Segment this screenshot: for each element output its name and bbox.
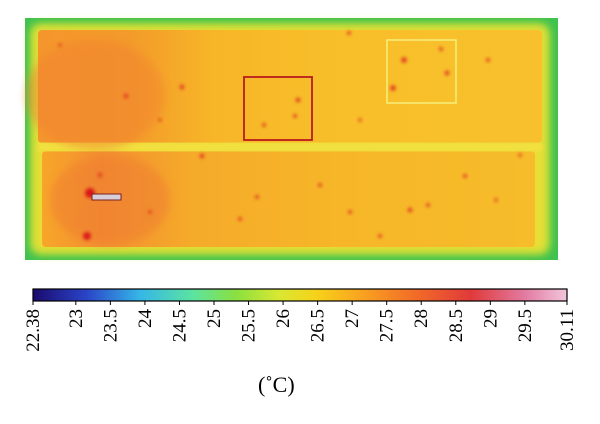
- colorbar-tick-label: 27.5: [377, 309, 398, 342]
- top-panel: [38, 30, 542, 143]
- colorbar-tick-label: 30.11: [557, 309, 578, 351]
- colorbar-tick-label: 27: [342, 309, 363, 328]
- colorbar-unit-label: (˚C): [258, 372, 295, 397]
- colorbar-tick-label: 24: [135, 309, 156, 329]
- hot-spots: [58, 31, 522, 240]
- colorbar-tick-label: 22.38: [23, 309, 44, 352]
- colorbar-tick-label: 25: [204, 309, 225, 328]
- panel-divider: [38, 143, 542, 151]
- colorbar-tick-label: 25.5: [239, 309, 260, 342]
- colorbar-tick-label: 29: [480, 309, 501, 328]
- colorbar-ticks: 22.38 23 23.5 24 24.5 25 25.5 26 26.5 27 27.5 28 28.…: [23, 301, 578, 352]
- spot-marker-label: [91, 193, 122, 201]
- colorbar-gradient: [32, 288, 568, 302]
- colorbar-tick-label: 26: [273, 309, 294, 328]
- colorbar-tick-label: 26.5: [308, 309, 329, 342]
- region-box-dark: [243, 76, 313, 141]
- bottom-panel: [42, 151, 535, 247]
- colorbar-tick-label: 23.5: [100, 309, 121, 342]
- colorbar-tick-label: 28: [411, 309, 432, 328]
- colorbar-tick-label: 24.5: [169, 309, 190, 342]
- colorbar-tick-label: 29.5: [515, 309, 536, 342]
- region-box-light: [386, 39, 457, 104]
- colorbar-tick-label: 28.5: [446, 309, 467, 342]
- colorbar-tick-label: 23: [66, 309, 87, 328]
- thermal-image: [25, 18, 558, 260]
